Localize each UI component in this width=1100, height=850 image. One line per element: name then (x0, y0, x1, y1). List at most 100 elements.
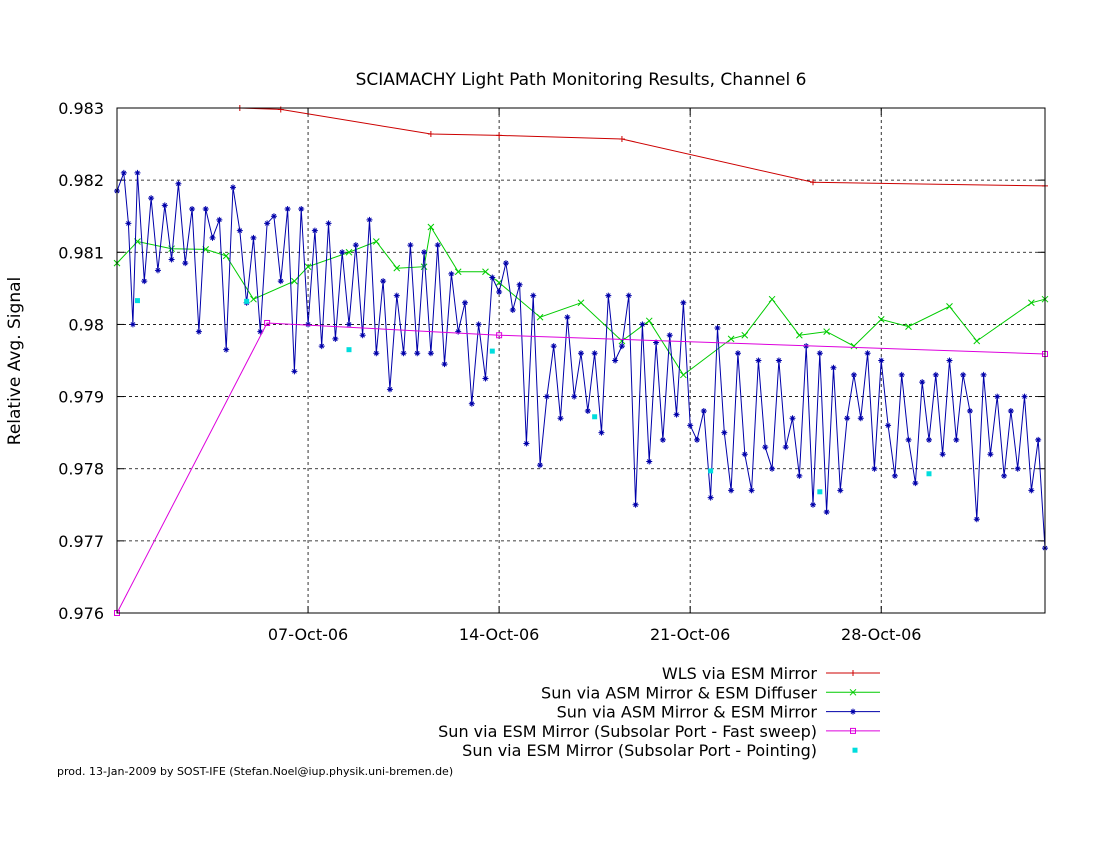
data-point (148, 195, 155, 202)
data-point (257, 328, 264, 335)
data-point (1014, 465, 1021, 472)
data-point (305, 321, 312, 328)
data-point (427, 350, 434, 357)
data-point (837, 487, 844, 494)
data-point (707, 494, 714, 501)
data-point (817, 489, 823, 495)
chart-title: SCIAMACHY Light Path Monitoring Results,… (356, 70, 807, 90)
data-point (270, 213, 277, 220)
data-point (414, 350, 421, 357)
data-point (864, 350, 871, 357)
data-point (782, 444, 789, 451)
legend-label: WLS via ESM Mirror (662, 664, 818, 683)
data-point (646, 458, 653, 465)
y-axis-label: Relative Avg. Signal (5, 277, 25, 445)
data-point (134, 298, 140, 304)
data-point (727, 335, 735, 343)
data-point (653, 339, 660, 346)
data-point (489, 274, 496, 281)
data-point (120, 169, 127, 176)
data-point (605, 292, 612, 299)
data-point (366, 216, 373, 223)
data-point (125, 220, 132, 227)
data-point (420, 263, 428, 271)
data-point (462, 299, 468, 306)
data-point (380, 278, 387, 285)
data-point (339, 249, 346, 256)
data-point (810, 501, 816, 508)
data-point (960, 371, 967, 378)
data-point (926, 436, 932, 443)
data-point (304, 263, 312, 271)
data-point (311, 227, 318, 234)
data-point (571, 393, 578, 400)
data-point (618, 136, 625, 143)
y-tick-label: 0.976 (58, 604, 104, 623)
data-point (509, 307, 516, 313)
data-point (441, 361, 448, 368)
data-point (1035, 436, 1042, 443)
data-point (632, 501, 639, 508)
data-point (550, 343, 557, 350)
data-point (775, 357, 782, 364)
data-point (612, 357, 619, 364)
data-point (543, 393, 550, 400)
data-point (1001, 472, 1008, 479)
data-point (789, 415, 796, 422)
data-point (926, 471, 932, 477)
data-point (850, 342, 858, 350)
data-point (592, 414, 598, 420)
y-tick-label: 0.977 (58, 532, 104, 551)
data-point (195, 328, 202, 335)
data-point (373, 350, 380, 357)
legend-label: Sun via ASM Mirror & ESM Diffuser (541, 683, 817, 702)
data-point (134, 169, 141, 176)
legend-item: Sun via ESM Mirror (Subsolar Port - Poin… (462, 741, 858, 760)
data-point (830, 364, 837, 371)
legend-marker (850, 727, 856, 734)
data-point (844, 415, 851, 422)
data-point (577, 299, 585, 307)
data-point (994, 393, 1001, 400)
data-point (946, 357, 953, 364)
data-point (694, 436, 700, 443)
series-line (116, 172, 1046, 549)
data-point (427, 223, 435, 231)
data-point (932, 371, 939, 378)
data-point (823, 328, 831, 335)
data-point (141, 278, 148, 285)
data-point (741, 331, 749, 339)
data-point (291, 277, 298, 285)
legend-item: WLS via ESM Mirror (662, 664, 880, 683)
data-point (912, 480, 919, 487)
data-point (489, 348, 495, 354)
legend-item: Sun via ASM Mirror & ESM Mirror (557, 703, 880, 722)
data-point (161, 202, 168, 209)
y-tick-label: 0.981 (58, 243, 104, 262)
data-point (741, 451, 748, 458)
data-point (455, 328, 462, 335)
data-point (496, 288, 503, 295)
data-point (189, 206, 196, 212)
data-point (332, 335, 339, 342)
legend-label: Sun via ASM Mirror & ESM Mirror (557, 703, 818, 722)
data-point (973, 337, 981, 345)
data-point (919, 379, 926, 386)
data-point (584, 408, 591, 414)
axis-ticks: 0.976 0.977 0.978 0.979 0.98 0.981 0.982 0.983 0… (58, 99, 1045, 644)
series-4 (114, 319, 1048, 616)
data-point (755, 357, 762, 364)
data-point (877, 316, 885, 323)
data-point (154, 267, 161, 274)
legend-item: Sun via ESM Mirror (Subsolar Port - Fast… (438, 722, 880, 741)
data-point (564, 314, 571, 321)
data-point (891, 472, 898, 479)
y-tick-label: 0.98 (68, 315, 104, 334)
data-point (721, 429, 728, 436)
data-point (175, 180, 182, 187)
data-point (482, 268, 489, 276)
data-point (823, 509, 830, 515)
data-point (714, 325, 721, 332)
data-point (857, 415, 864, 422)
data-point (905, 323, 912, 330)
